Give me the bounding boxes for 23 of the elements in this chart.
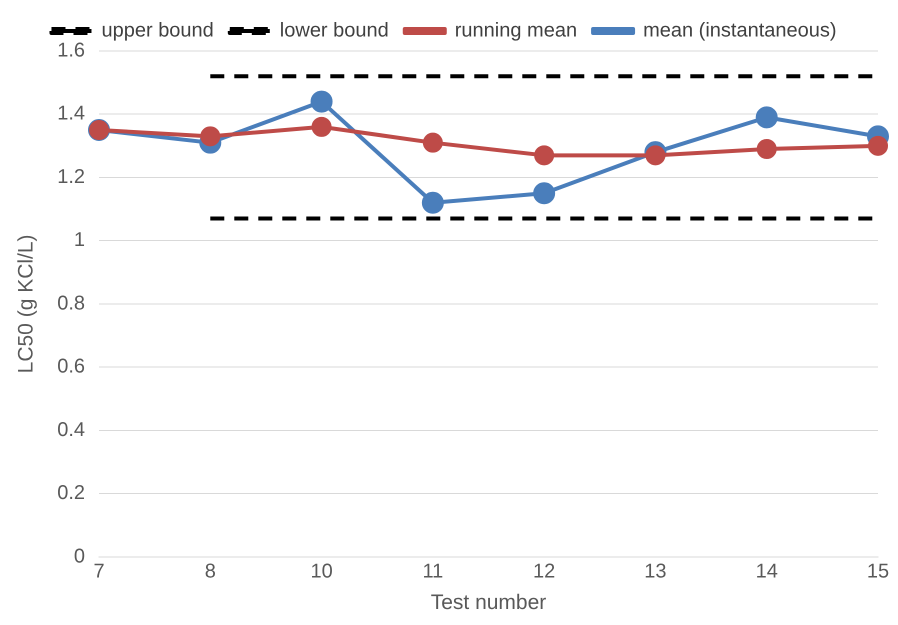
y-tick-label: 1.4 xyxy=(57,102,86,125)
x-tick-label: 12 xyxy=(533,560,556,582)
legend-label: running mean xyxy=(454,20,578,42)
y-axis-title: LC50 (g KCl/L) xyxy=(14,234,38,374)
x-tick-label: 10 xyxy=(310,560,333,582)
y-tick-label: 1.6 xyxy=(57,40,86,62)
y-tick-label: 0.4 xyxy=(57,418,86,441)
x-tick-label: 13 xyxy=(644,560,667,582)
y-tick-label: 0.8 xyxy=(57,292,86,314)
x-tick-label: 15 xyxy=(866,560,890,582)
y-tick-label: 1 xyxy=(74,229,86,252)
y-tick-label: 0.2 xyxy=(57,482,86,504)
legend-label: mean (instantaneous) xyxy=(643,20,837,42)
legend-label: upper bound xyxy=(101,20,214,42)
y-tick-label: 0.6 xyxy=(57,356,86,378)
x-tick-label: 14 xyxy=(756,560,778,582)
x-tick-label: 11 xyxy=(422,560,444,582)
y-tick-label: 1.2 xyxy=(57,166,86,188)
x-tick-label: 7 xyxy=(93,560,105,582)
x-tick-label: 8 xyxy=(204,560,216,582)
x-axis-title: Test number xyxy=(430,591,546,614)
legend-label: lower bound xyxy=(280,20,389,42)
y-tick-label: 0 xyxy=(74,545,86,568)
